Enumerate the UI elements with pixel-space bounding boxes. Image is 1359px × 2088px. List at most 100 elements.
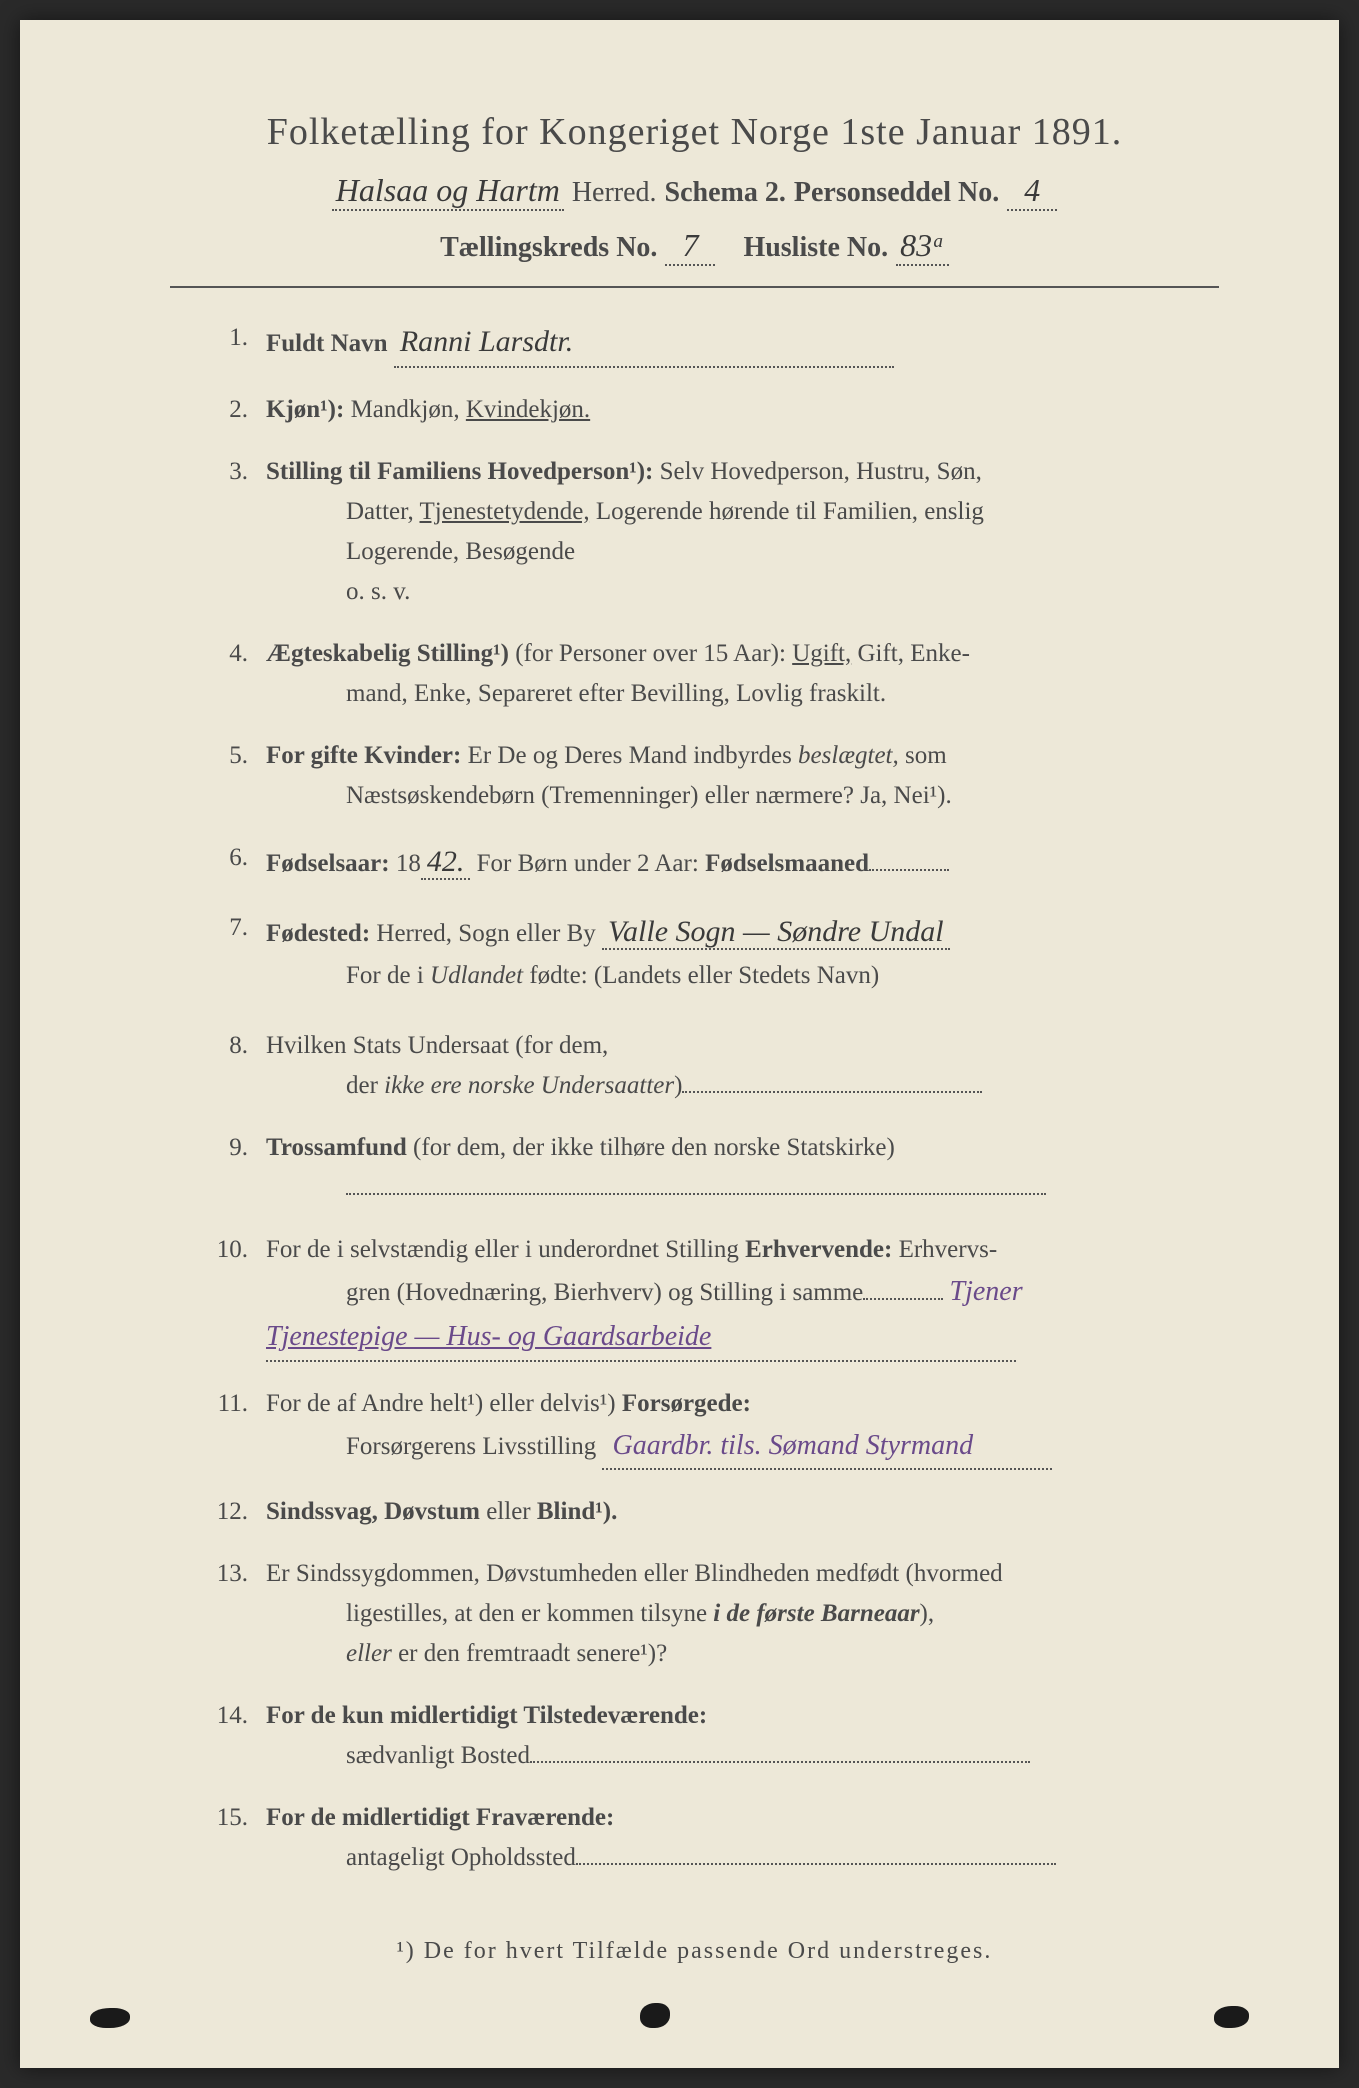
field-5-italic: beslægtet, bbox=[798, 742, 899, 769]
field-num-6: 6. bbox=[210, 838, 266, 878]
field-10: 10. For de i selvstændig eller i underor… bbox=[210, 1230, 1219, 1362]
field-11-text1: For de af Andre helt¹) eller delvis¹) bbox=[266, 1390, 622, 1417]
personseddel-label: Personseddel No. bbox=[794, 177, 999, 209]
field-10-line2: gren (Hovednæring, Bierhverv) og Stillin… bbox=[346, 1279, 863, 1306]
field-12-text: eller bbox=[480, 1498, 537, 1525]
field-10-text1: For de i selvstændig eller i underordnet… bbox=[266, 1236, 745, 1263]
field-14-blank bbox=[530, 1745, 1030, 1763]
field-11: 11. For de af Andre helt¹) eller delvis¹… bbox=[210, 1384, 1219, 1471]
field-4: 4. Ægteskabelig Stilling¹) (for Personer… bbox=[210, 634, 1219, 714]
field-8-line2i: ikke ere norske Undersaatter bbox=[384, 1072, 674, 1099]
field-2-selected: Kvindekjøn. bbox=[466, 396, 590, 423]
field-num-1: 1. bbox=[210, 318, 266, 358]
field-2: 2. Kjøn¹): Mandkjøn, Kvindekjøn. bbox=[210, 390, 1219, 430]
field-4-text1: (for Personer over 15 Aar): bbox=[509, 640, 792, 667]
field-7-label: Fødested: bbox=[266, 920, 370, 947]
field-8-line2b: ) bbox=[674, 1072, 682, 1099]
field-15: 15. For de midlertidigt Fraværende: anta… bbox=[210, 1798, 1219, 1878]
main-title: Folketælling for Kongeriget Norge 1ste J… bbox=[170, 110, 1219, 154]
field-8: 8. Hvilken Stats Undersaat (for dem, der… bbox=[210, 1026, 1219, 1106]
field-7-value: Valle Sogn — Søndre Undal bbox=[602, 915, 950, 950]
field-11-line2: Forsørgerens Livsstilling bbox=[346, 1433, 596, 1460]
field-9-label: Trossamfund bbox=[266, 1134, 407, 1161]
field-14: 14. For de kun midlertidigt Tilstedevære… bbox=[210, 1696, 1219, 1776]
kreds-label: Tællingskreds No. bbox=[440, 232, 657, 264]
field-6: 6. Fødselsaar: 1842. For Børn under 2 Aa… bbox=[210, 838, 1219, 886]
field-3-label: Stilling til Familiens Hovedperson¹): bbox=[266, 458, 653, 485]
field-9-text: (for dem, der ikke tilhøre den norske St… bbox=[407, 1134, 895, 1161]
field-5-text2: som bbox=[899, 742, 947, 769]
field-2-text: Mandkjøn, bbox=[351, 396, 466, 423]
field-7-line2i: Udlandet bbox=[430, 962, 523, 989]
field-3-selected: Tjenestetydende, bbox=[420, 498, 590, 525]
kreds-no: 7 bbox=[665, 227, 715, 266]
field-10-hand2: Tjenestepige — Hus- og Gaardsarbeide bbox=[266, 1315, 1016, 1362]
field-num-4: 4. bbox=[210, 634, 266, 674]
field-num-10: 10. bbox=[210, 1230, 266, 1270]
field-7-text: Herred, Sogn eller By bbox=[370, 920, 602, 947]
field-3-line3: Logerende, Besøgende bbox=[266, 532, 1219, 572]
field-13-line2a: ligestilles, at den er kommen tilsyne bbox=[346, 1600, 713, 1627]
herred-label: Herred. bbox=[572, 177, 657, 209]
field-3-line1: Selv Hovedperson, Hustru, Søn, bbox=[660, 458, 982, 485]
field-4-label: Ægteskabelig Stilling¹) bbox=[266, 640, 509, 667]
field-14-line2: sædvanligt Bosted bbox=[346, 1742, 530, 1769]
separator-line bbox=[170, 286, 1219, 288]
ink-blot-icon bbox=[90, 2008, 130, 2028]
field-num-7: 7. bbox=[210, 908, 266, 948]
field-1-label: Fuldt Navn bbox=[266, 330, 388, 357]
field-14-label: For de kun midlertidigt Tilstedeværende: bbox=[266, 1702, 707, 1729]
footnote: ¹) De for hvert Tilfælde passende Ord un… bbox=[170, 1938, 1219, 1965]
field-13: 13. Er Sindssygdommen, Døvstumheden elle… bbox=[210, 1554, 1219, 1674]
field-10-text2: Erhvervs- bbox=[892, 1236, 997, 1263]
field-10-label: Erhvervende: bbox=[745, 1236, 892, 1263]
field-6-text2: For Børn under 2 Aar: bbox=[470, 850, 705, 877]
field-11-label: Forsørgede: bbox=[622, 1390, 751, 1417]
personseddel-no: 4 bbox=[1007, 172, 1057, 211]
field-15-line2: antageligt Opholdssted bbox=[346, 1844, 576, 1871]
field-8-text1: Hvilken Stats Undersaat (for dem, bbox=[266, 1032, 608, 1059]
field-num-8: 8. bbox=[210, 1026, 266, 1066]
field-num-12: 12. bbox=[210, 1492, 266, 1532]
field-5-text: Er De og Deres Mand indbyrdes bbox=[461, 742, 798, 769]
field-3-line2b: Logerende hørende til Familien, enslig bbox=[590, 498, 984, 525]
field-num-14: 14. bbox=[210, 1696, 266, 1736]
field-5-label: For gifte Kvinder: bbox=[266, 742, 461, 769]
field-15-blank bbox=[576, 1847, 1056, 1865]
field-6-prefix: 18 bbox=[396, 850, 421, 877]
field-13-line3a: eller bbox=[346, 1640, 392, 1667]
field-4-text2: Gift, Enke- bbox=[851, 640, 970, 667]
field-7-line2a: For de i bbox=[346, 962, 430, 989]
field-13-line3b: er den fremtraadt senere¹)? bbox=[392, 1640, 667, 1667]
field-10-hand1: Tjener bbox=[950, 1276, 1023, 1307]
field-12-label2: Blind¹). bbox=[537, 1498, 617, 1525]
field-1-value: Ranni Larsdtr. bbox=[394, 318, 894, 368]
field-13-text1: Er Sindssygdommen, Døvstumheden eller Bl… bbox=[266, 1560, 1003, 1587]
field-6-blank bbox=[869, 853, 949, 871]
field-num-3: 3. bbox=[210, 452, 266, 492]
field-6-year: 42. bbox=[421, 845, 471, 880]
field-8-blank bbox=[682, 1075, 982, 1093]
field-13-line2i: i de første Barneaar bbox=[713, 1600, 919, 1627]
ink-blot-icon bbox=[1214, 2006, 1249, 2028]
header-line-3: Tællingskreds No. 7 Husliste No. 83ᵃ bbox=[170, 227, 1219, 266]
field-9-blank bbox=[346, 1177, 1046, 1195]
field-5-line2: Næstsøskendebørn (Tremenninger) eller næ… bbox=[266, 776, 1219, 816]
census-form-page: Folketælling for Kongeriget Norge 1ste J… bbox=[20, 20, 1339, 2068]
field-7: 7. Fødested: Herred, Sogn eller By Valle… bbox=[210, 908, 1219, 996]
field-5: 5. For gifte Kvinder: Er De og Deres Man… bbox=[210, 736, 1219, 816]
field-15-label: For de midlertidigt Fraværende: bbox=[266, 1804, 614, 1831]
ink-blot-icon bbox=[640, 2003, 670, 2028]
field-12-label: Sindssvag, Døvstum bbox=[266, 1498, 480, 1525]
field-11-hand: Gaardbr. tils. Sømand Styrmand bbox=[602, 1424, 1052, 1471]
field-4-selected: Ugift, bbox=[792, 640, 851, 667]
field-num-5: 5. bbox=[210, 736, 266, 776]
field-3: 3. Stilling til Familiens Hovedperson¹):… bbox=[210, 452, 1219, 612]
field-8-line2a: der bbox=[346, 1072, 384, 1099]
field-12: 12. Sindssvag, Døvstum eller Blind¹). bbox=[210, 1492, 1219, 1532]
field-num-15: 15. bbox=[210, 1798, 266, 1838]
field-6-label2: Fødselsmaaned bbox=[705, 850, 869, 877]
form-body: 1. Fuldt Navn Ranni Larsdtr. 2. Kjøn¹): … bbox=[170, 318, 1219, 1878]
field-6-label: Fødselsaar: bbox=[266, 850, 390, 877]
field-9: 9. Trossamfund (for dem, der ikke tilhør… bbox=[210, 1128, 1219, 1208]
